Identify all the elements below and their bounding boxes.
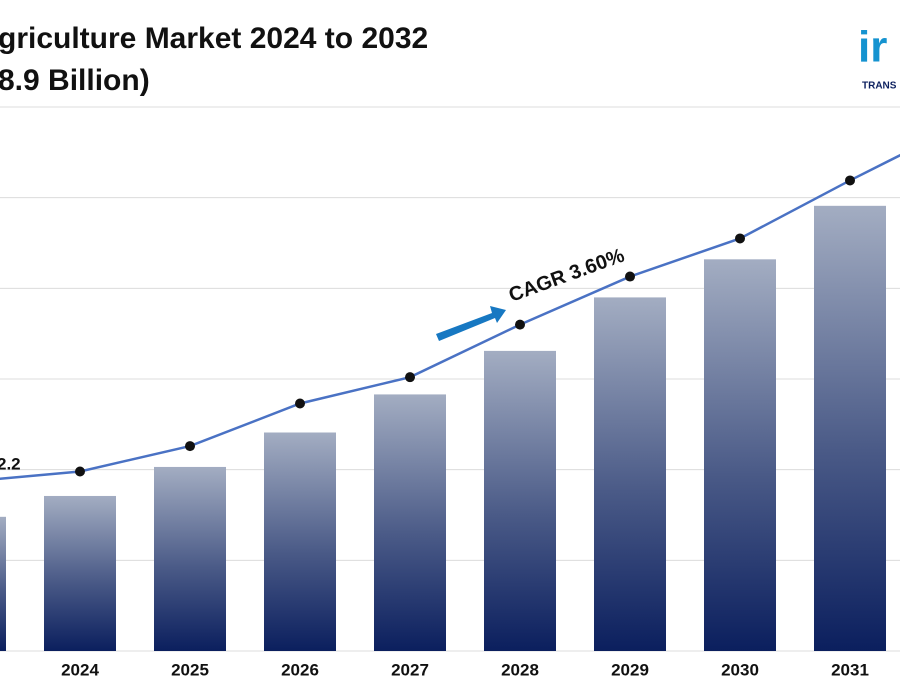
trend-point [185, 441, 195, 452]
x-tick-label: 2027 [391, 660, 429, 679]
bar [154, 466, 226, 651]
trend-point [735, 233, 745, 244]
bar [814, 205, 886, 651]
x-tick-label: 2031 [831, 660, 869, 679]
bar [374, 394, 446, 651]
cagr-arrow [436, 306, 506, 341]
data-annotation: 2.2 [0, 454, 21, 473]
logo-text: TRANS [862, 81, 897, 92]
grid [0, 106, 900, 652]
cagr-label: CAGR 3.60% [506, 244, 628, 306]
chart-subtitle: 8.9 Billion) [0, 64, 150, 97]
bar [484, 350, 556, 651]
bar [594, 297, 666, 651]
trend-point [515, 319, 525, 330]
bar [704, 259, 776, 651]
bar [44, 495, 116, 651]
trend-point [295, 398, 305, 409]
trend-point [75, 466, 85, 477]
x-tick-label: 2029 [611, 660, 649, 679]
bar [0, 516, 6, 651]
trend-line [0, 153, 900, 480]
lines [0, 153, 900, 480]
logo-mark: ir [858, 23, 887, 72]
x-tick-label: 2026 [281, 660, 319, 679]
chart-title: griculture Market 2024 to 2032 [0, 22, 428, 55]
x-tick-label: 2024 [61, 660, 99, 679]
trend-point [625, 271, 635, 282]
x-tick-label: 2030 [721, 660, 759, 679]
trend-point [405, 372, 415, 383]
x-tick-label: 2025 [171, 660, 209, 679]
x-tick-label: 2028 [501, 660, 539, 679]
trend-point [845, 175, 855, 186]
bars [0, 205, 886, 651]
bar [264, 432, 336, 651]
